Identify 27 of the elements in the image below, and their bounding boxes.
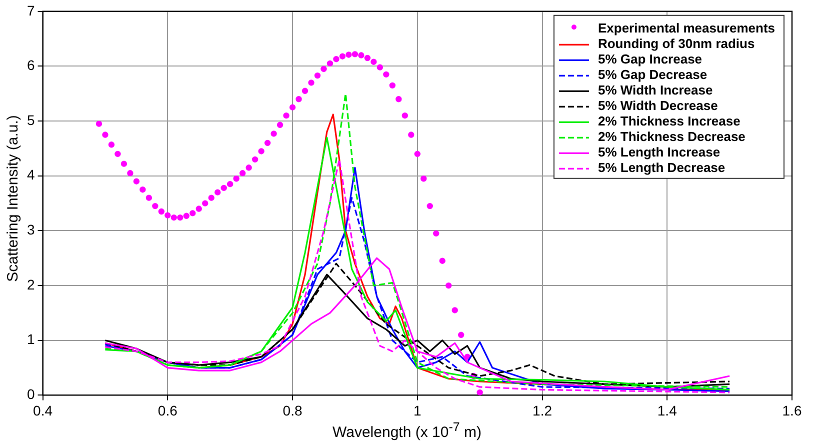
y-tick-label: 7 [26, 2, 35, 18]
x-tick-label: 1.4 [657, 402, 678, 418]
legend-label: 5% Length Increase [598, 144, 720, 160]
legend-label: 5% Gap Increase [598, 52, 702, 67]
legend-label: 5% Width Increase [598, 82, 713, 98]
y-tick-label: 0 [26, 386, 35, 402]
x-tick-label: 0.8 [282, 402, 302, 418]
y-tick-label: 5 [26, 112, 35, 128]
legend-label: 2% Thickness Increase [598, 114, 740, 129]
legend-label: 5% Gap Decrease [598, 67, 708, 82]
x-tick-label: 1.6 [782, 402, 802, 418]
legend-label: 5% Length Decrease [598, 160, 726, 176]
y-tick-label: 6 [26, 57, 35, 74]
y-tick-label: 3 [26, 222, 35, 238]
y-tick-label: 1 [26, 331, 35, 348]
legend-label: 5% Width Decrease [598, 98, 718, 114]
legend-label: Rounding of 30nm radius [598, 36, 755, 52]
legend-label: Experimental measurements [598, 20, 776, 36]
x-tick-label: 0.4 [33, 402, 53, 418]
x-tick-label: 1.2 [532, 402, 552, 418]
y-axis-title: Scattering Intensity (a.u.) [4, 114, 22, 284]
y-tick-label: 2 [26, 276, 35, 292]
y-tick-label: 4 [26, 166, 35, 183]
x-tick-label: 0.6 [158, 402, 178, 418]
x-tick-label: 1 [413, 402, 422, 418]
x-axis-title: Wavelength (x 10$^{-7}$ m) [332, 420, 482, 441]
legend-label: 2% Thickness Decrease [598, 129, 746, 144]
